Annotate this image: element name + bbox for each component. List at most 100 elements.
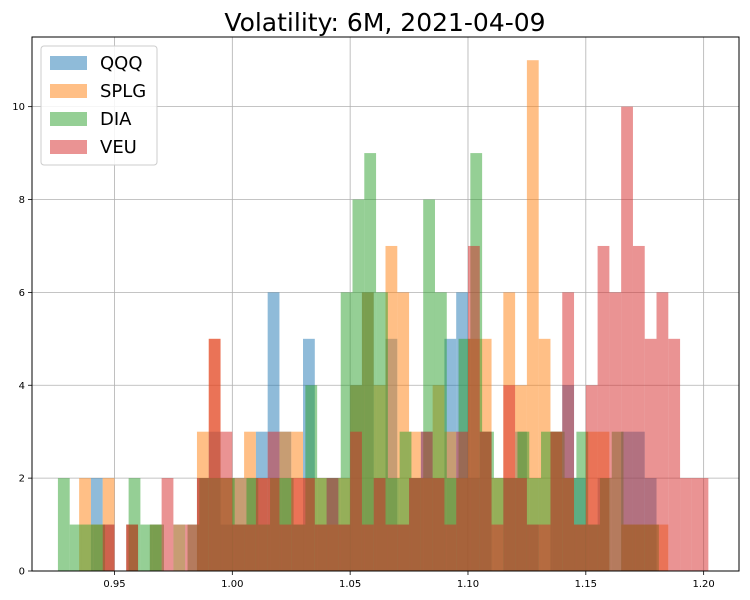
x-tick-label: 1.15 xyxy=(575,579,597,590)
x-tick-label: 1.10 xyxy=(457,579,479,590)
x-tick-label: 1.00 xyxy=(221,579,243,590)
histogram-bar-veu xyxy=(303,478,315,571)
histogram-bar-veu xyxy=(409,478,421,571)
histogram-bar-splg xyxy=(232,478,245,571)
y-axis-ticks: 0 2 4 6 8 10 xyxy=(12,102,32,578)
legend-label-qqq: QQQ xyxy=(100,53,143,74)
legend: QQQ SPLG DIA VEU xyxy=(40,45,158,166)
histogram-bar-dia xyxy=(364,153,377,571)
histogram-bar-veu xyxy=(420,431,433,571)
histogram-bar-veu xyxy=(703,478,709,571)
histogram-bar-veu xyxy=(609,292,622,571)
histogram-bar-veu xyxy=(255,478,268,571)
histogram-bar-veu xyxy=(291,478,304,571)
histogram-bar-veu xyxy=(632,245,645,571)
histogram-bar-dia xyxy=(340,292,353,571)
histogram-bar-dia xyxy=(152,524,164,571)
y-tick-label: 4 xyxy=(19,381,25,392)
histogram-bar-dia xyxy=(423,199,435,572)
histogram-bar-veu xyxy=(326,478,339,571)
histogram-bar-veu xyxy=(267,431,280,571)
legend-label-dia: DIA xyxy=(100,109,132,130)
histogram-bar-dia xyxy=(387,478,400,571)
histogram-bar-veu xyxy=(244,524,256,571)
histogram-bar-veu xyxy=(644,338,657,571)
histogram-bar-splg xyxy=(102,478,115,571)
histogram-bar-splg xyxy=(173,524,186,571)
histogram-bar-veu xyxy=(102,524,115,571)
histogram-bar-dia xyxy=(376,292,388,571)
legend-swatch-qqq xyxy=(50,56,87,70)
histogram-bar-veu xyxy=(373,478,386,571)
histogram-bar-veu xyxy=(161,478,174,571)
histogram-bar-veu xyxy=(232,524,245,571)
histogram-bar-veu xyxy=(597,245,610,571)
histogram-bar-dia xyxy=(246,478,259,571)
histogram-bar-veu xyxy=(350,431,362,571)
histogram-bars xyxy=(57,60,709,572)
histogram-bar-veu xyxy=(196,478,209,571)
histogram-bar-dia xyxy=(140,524,153,571)
histogram-bar-veu xyxy=(550,431,563,571)
y-tick-label: 2 xyxy=(19,474,25,485)
histogram-bar-veu xyxy=(397,524,410,571)
histogram-bar-veu xyxy=(279,524,292,571)
x-tick-label: 1.20 xyxy=(693,579,715,590)
histogram-bar-dia xyxy=(541,431,553,571)
histogram-bar-veu xyxy=(668,338,681,571)
histogram-bar-dia xyxy=(352,199,365,572)
histogram-bar-veu xyxy=(621,106,633,572)
histogram-bar-veu xyxy=(585,385,598,571)
histogram-bar-veu xyxy=(185,524,197,571)
histogram-bar-veu xyxy=(432,478,445,571)
histogram-bar-veu xyxy=(126,524,139,571)
x-tick-label: 0.95 xyxy=(103,579,125,590)
histogram-bar-dia xyxy=(128,478,141,571)
histogram-bar-veu xyxy=(574,524,586,571)
legend-swatch-splg xyxy=(50,84,87,98)
legend-box xyxy=(40,45,158,166)
histogram-bar-dia xyxy=(434,292,447,571)
y-tick-label: 8 xyxy=(19,195,25,206)
legend-label-veu: VEU xyxy=(100,137,137,158)
histogram-bar-dia xyxy=(93,524,106,571)
plot-area-frame xyxy=(31,36,740,572)
y-tick-label: 6 xyxy=(19,288,25,299)
histogram-bar-veu xyxy=(656,292,669,571)
histogram-bar-veu xyxy=(491,524,504,571)
histogram-bar-veu xyxy=(314,524,327,571)
histogram-bar-dia xyxy=(399,431,412,571)
histogram-bar-veu xyxy=(338,524,351,571)
histogram-bar-veu xyxy=(503,385,516,571)
x-axis-ticks: 0.95 1.00 1.05 1.10 1.15 1.20 xyxy=(103,571,715,590)
y-tick-label: 0 xyxy=(19,567,25,578)
y-tick-label: 10 xyxy=(12,102,25,113)
histogram-bar-veu xyxy=(385,524,398,571)
histogram-bar-veu xyxy=(444,524,457,571)
histogram-bar-splg xyxy=(526,60,539,571)
legend-swatch-veu xyxy=(50,140,87,154)
series-veu-bars xyxy=(102,106,709,572)
histogram-bar-qqq xyxy=(90,478,103,571)
histogram-bar-veu xyxy=(526,524,539,571)
legend-label-splg: SPLG xyxy=(100,81,146,102)
chart-title: Volatility: 6M, 2021-04-09 xyxy=(224,8,545,37)
histogram-bar-veu xyxy=(479,431,492,571)
histogram-bar-veu xyxy=(538,524,551,571)
histogram-bar-dia xyxy=(317,478,329,571)
histogram-bar-dia xyxy=(281,478,294,571)
histogram-bar-veu xyxy=(680,478,692,571)
histogram-bar-dia xyxy=(446,478,459,571)
legend-swatch-dia xyxy=(50,112,87,126)
histogram-bar-dia xyxy=(69,524,82,571)
histogram-bar-veu xyxy=(456,431,468,571)
histogram-bar-veu xyxy=(220,431,233,571)
histogram-bar-splg xyxy=(79,478,91,571)
histogram-bar-veu xyxy=(691,478,704,571)
x-tick-label: 1.05 xyxy=(339,579,361,590)
histogram-bar-veu xyxy=(208,338,221,571)
histogram-bar-dia xyxy=(493,478,506,571)
histogram-bar-veu xyxy=(467,245,480,571)
histogram-bar-dia xyxy=(576,431,589,571)
